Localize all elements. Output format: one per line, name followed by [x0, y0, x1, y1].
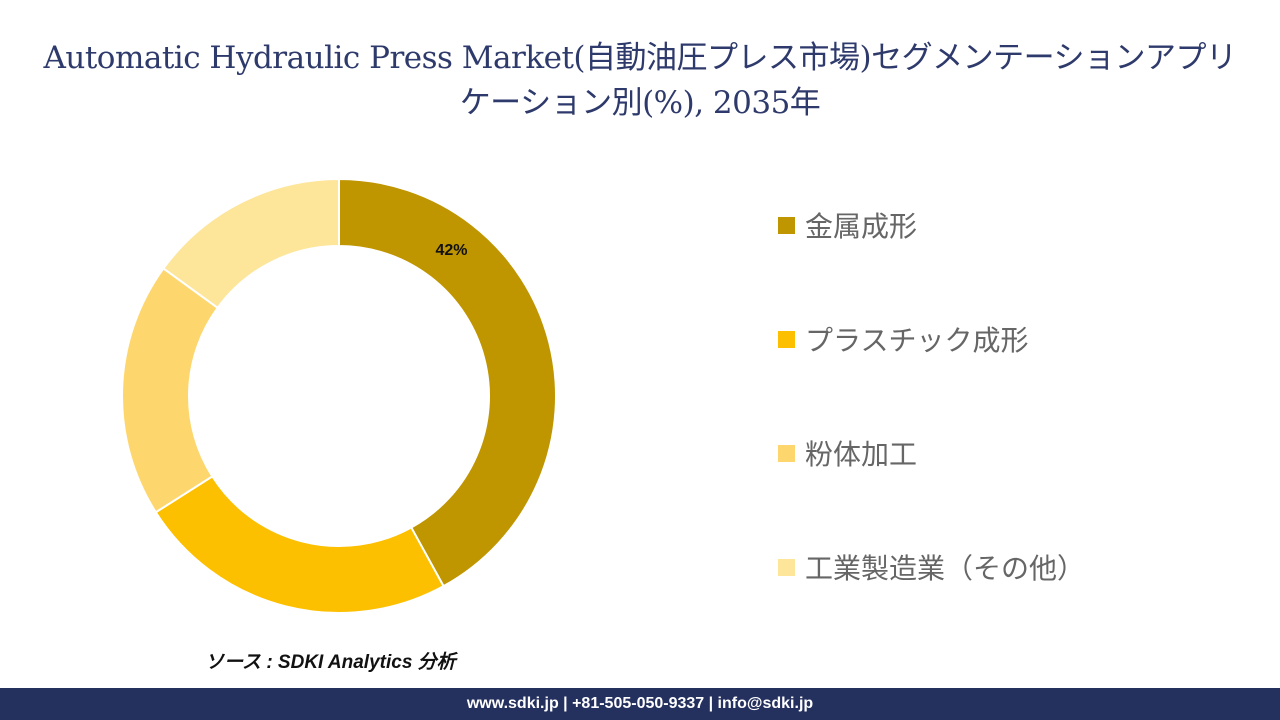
source-note: ソース : SDKI Analytics 分析 [205, 652, 456, 673]
legend-label: 金属成形 [805, 210, 918, 243]
legend-item: 金属成形 [778, 205, 1198, 245]
legend-item: 工業製造業（その他） [778, 547, 1198, 587]
legend-swatch [778, 558, 795, 576]
legend-label: 粉体加工 [805, 438, 918, 471]
legend-swatch [778, 444, 795, 462]
slice-data-label-1: 42% [435, 242, 467, 259]
donut-slice-1 [338, 177, 558, 588]
donut-slice-4 [162, 177, 340, 310]
legend-label: 工業製造業（その他） [805, 552, 1086, 585]
donut-slice-3 [121, 267, 220, 514]
legend-swatch [778, 330, 795, 348]
footer-contact-bar: www.sdki.jp | +81-505-050-9337 | info@sd… [0, 688, 1280, 720]
donut-slice-2 [154, 474, 445, 614]
legend-label: プラスチック成形 [805, 324, 1029, 357]
chart-title: Automatic Hydraulic Press Market(自動油圧プレス… [43, 40, 1237, 121]
legend-item: 粉体加工 [778, 433, 1198, 473]
legend-item: プラスチック成形 [778, 319, 1198, 359]
legend-swatch [778, 216, 795, 234]
